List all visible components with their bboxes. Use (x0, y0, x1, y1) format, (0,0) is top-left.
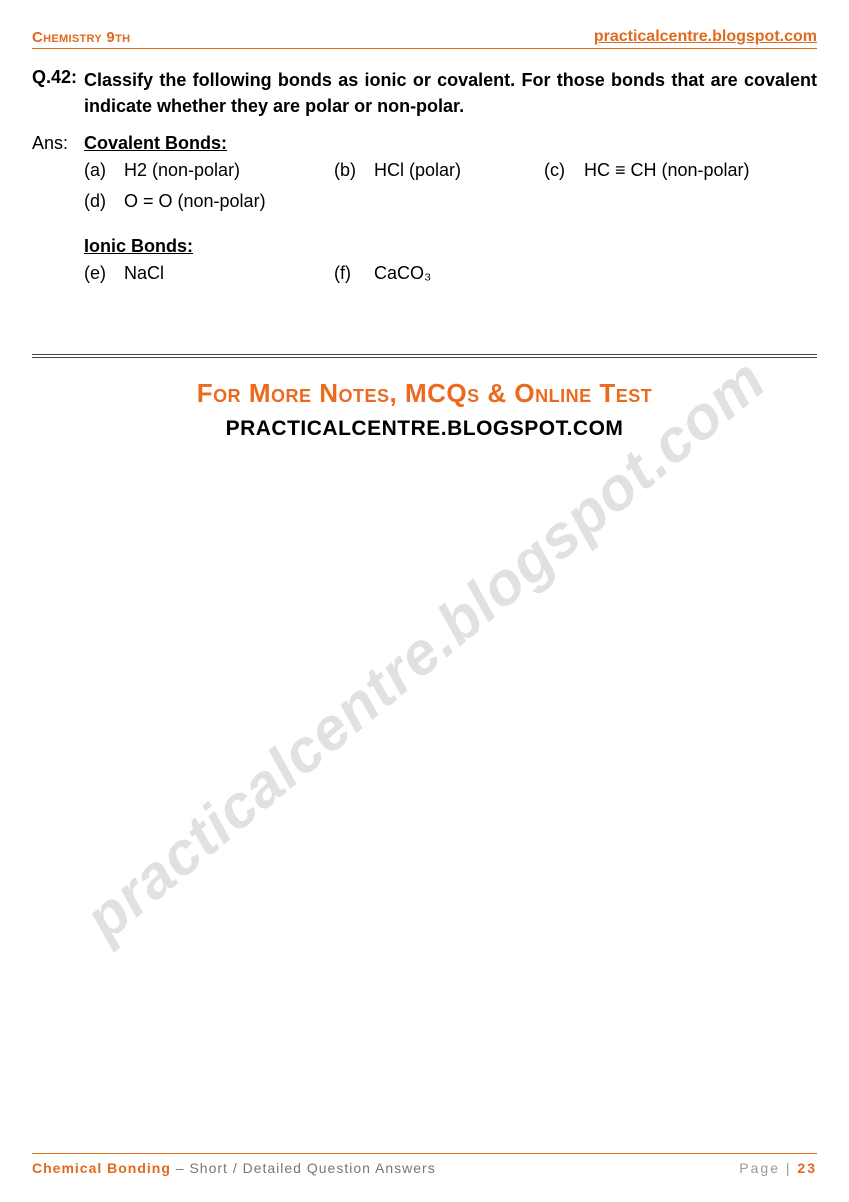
option-label: (b) (334, 160, 374, 181)
divider (32, 354, 817, 358)
option-b: (b) HCl (polar) (334, 160, 544, 181)
option-text: CaCO₃ (374, 263, 431, 284)
ionic-block: Ionic Bonds: (e) NaCl (f) CaCO₃ (84, 236, 817, 284)
page: Chemistry 9th practicalcentre.blogspot.c… (0, 0, 849, 1202)
option-f: (f) CaCO₃ (334, 263, 544, 284)
option-d: (d) O = O (non-polar) (84, 191, 334, 212)
promo-line-1: For More Notes, MCQs & Online Test (32, 378, 817, 409)
option-label: (a) (84, 160, 124, 181)
option-text: H2 (non-polar) (124, 160, 240, 181)
header-link[interactable]: practicalcentre.blogspot.com (594, 28, 817, 46)
page-label: Page | (739, 1160, 797, 1176)
covalent-row-2: (d) O = O (non-polar) (84, 191, 817, 212)
page-number: 23 (797, 1160, 817, 1176)
question-number: Q.42: (32, 67, 84, 119)
answer-block: Ans: Covalent Bonds: (a) H2 (non-polar) … (32, 133, 817, 294)
question-text: Classify the following bonds as ionic or… (84, 67, 817, 119)
answer-label: Ans: (32, 133, 84, 294)
ionic-title: Ionic Bonds: (84, 236, 817, 257)
question-block: Q.42: Classify the following bonds as io… (32, 67, 817, 119)
footer-subtitle: – Short / Detailed Question Answers (171, 1160, 436, 1176)
answer-body: Covalent Bonds: (a) H2 (non-polar) (b) H… (84, 133, 817, 294)
option-c: (c) HC ≡ CH (non-polar) (544, 160, 804, 181)
footer: Chemical Bonding – Short / Detailed Ques… (32, 1153, 817, 1176)
option-label: (c) (544, 160, 584, 181)
footer-right: Page | 23 (739, 1160, 817, 1176)
footer-left: Chemical Bonding – Short / Detailed Ques… (32, 1160, 436, 1176)
option-text: HCl (polar) (374, 160, 461, 181)
option-e: (e) NaCl (84, 263, 334, 284)
covalent-title: Covalent Bonds: (84, 133, 817, 154)
ionic-row-1: (e) NaCl (f) CaCO₃ (84, 263, 817, 284)
option-text: HC ≡ CH (non-polar) (584, 160, 750, 181)
option-a: (a) H2 (non-polar) (84, 160, 334, 181)
footer-topic: Chemical Bonding (32, 1160, 171, 1176)
header-subject: Chemistry 9th (32, 29, 130, 46)
covalent-row-1: (a) H2 (non-polar) (b) HCl (polar) (c) H… (84, 160, 817, 181)
option-label: (e) (84, 263, 124, 284)
option-text: NaCl (124, 263, 164, 284)
promo-line-2[interactable]: PRACTICALCENTRE.BLOGSPOT.COM (32, 417, 817, 441)
option-text: O = O (non-polar) (124, 191, 266, 212)
option-label: (f) (334, 263, 374, 284)
option-label: (d) (84, 191, 124, 212)
header: Chemistry 9th practicalcentre.blogspot.c… (32, 28, 817, 49)
